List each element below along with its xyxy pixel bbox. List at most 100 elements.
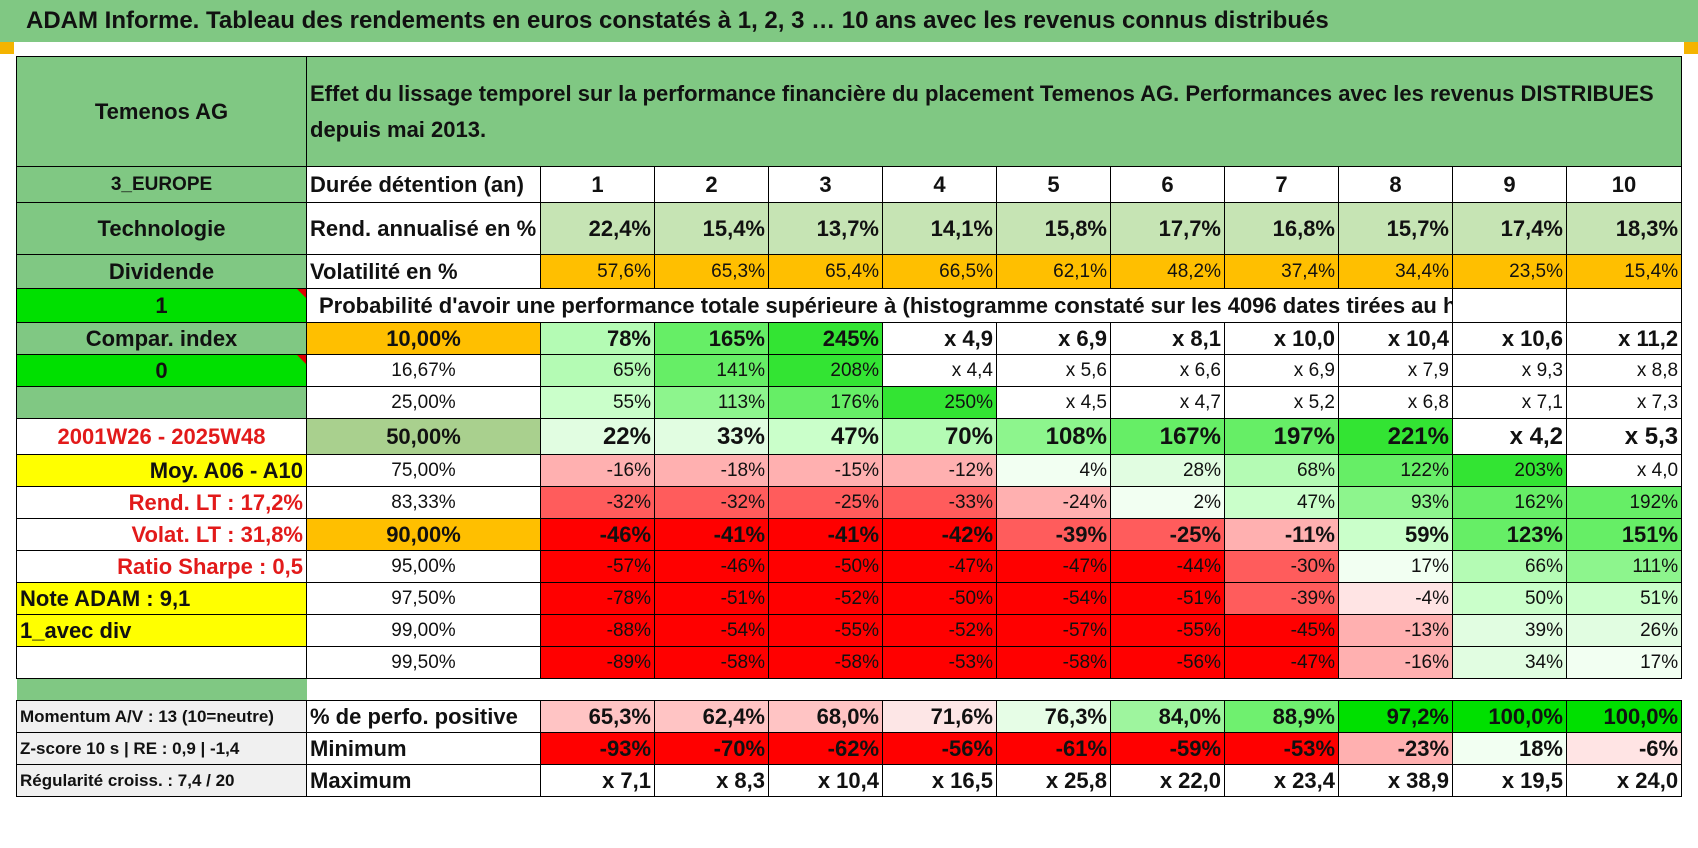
table-row: Momentum A/V : 13 (10=neutre)% de perfo.… [16,700,1683,733]
row-side-label: Ratio Sharpe : 0,5 [16,550,307,583]
row-label: 10,00% [306,322,541,355]
value-cell: 59% [1338,518,1453,551]
value-cell: 62,4% [654,700,769,733]
value-cell: x 4,7 [1110,386,1225,419]
value-cell: 48,2% [1110,254,1225,289]
value-cell: 15,4% [654,202,769,255]
value-cell: 47% [768,418,883,455]
row-label: 95,00% [306,550,541,583]
probability-caption: Probabilité d'avoir une performance tota… [306,288,1453,323]
value-cell: x 38,9 [1338,764,1453,797]
value-cell: 17,4% [1452,202,1567,255]
corner-marker-left [0,42,14,54]
value-cell: 122% [1338,454,1453,487]
value-cell: 197% [1224,418,1339,455]
value-cell: 97,2% [1338,700,1453,733]
value-cell: 17% [1565,646,1683,679]
value-cell: 141% [654,354,769,387]
table-row: 0 16,67% 65% 141% 208% x 4,4 x 5,6 x 6,6 x 6,9 x … [16,354,1683,387]
value-cell: -58% [996,646,1111,679]
value-cell: 70% [882,418,997,455]
value-cell: x 24,0 [1565,764,1683,797]
value-cell: 76,3% [996,700,1111,733]
value-cell: -53% [882,646,997,679]
value-cell: x 4,0 [1565,454,1683,487]
value-cell: -58% [654,646,769,679]
row-label: 50,00% [306,418,541,455]
empty-cell [1452,288,1567,323]
duration-header: 10 [1565,166,1683,203]
value-cell: -57% [540,550,655,583]
value-cell: -16% [540,454,655,487]
row-label: 16,67% [306,354,541,387]
value-cell: 18% [1452,732,1567,765]
table-row: 1 Probabilité d'avoir une performance tot… [16,288,1683,323]
value-cell: 65,3% [654,254,769,289]
value-cell: x 4,4 [882,354,997,387]
value-cell: x 10,6 [1452,322,1567,355]
value-cell: 68,0% [768,700,883,733]
value-cell: x 7,1 [1452,386,1567,419]
row-label: 25,00% [306,386,541,419]
value-cell: 57,6% [540,254,655,289]
value-cell: x 11,2 [1565,322,1683,355]
duration-header: 5 [996,166,1111,203]
value-cell: x 19,5 [1452,764,1567,797]
value-cell: -52% [882,614,997,647]
value-cell: 250% [882,386,997,419]
row-side-label: 1_avec div [16,614,307,647]
value-cell: x 4,2 [1452,418,1567,455]
value-cell: 165% [654,322,769,355]
value-cell: 65,3% [540,700,655,733]
table-row: Technologie Rend. annualisé en % 22,4% 15,4… [16,202,1683,255]
value-cell: x 23,4 [1224,764,1339,797]
duration-header: 1 [540,166,655,203]
value-cell: 26% [1565,614,1683,647]
row-label: 75,00% [306,454,541,487]
value-cell: -23% [1338,732,1453,765]
value-cell: -24% [996,486,1111,519]
row-side-label: 0 [16,354,307,387]
value-cell: 208% [768,354,883,387]
value-cell: -62% [768,732,883,765]
value-cell: 123% [1452,518,1567,551]
duration-header: 4 [882,166,997,203]
duration-header: 9 [1452,166,1567,203]
value-cell: -41% [654,518,769,551]
row-side-label: Moy. A06 - A10 [16,454,307,487]
value-cell: 108% [996,418,1111,455]
value-cell: -54% [654,614,769,647]
table-row: Compar. index 10,00% 78% 165% 245% x 4,9 x 6,9… [16,322,1683,355]
value-cell: -12% [882,454,997,487]
row-side-label: 1 [16,288,307,323]
row-label: % de perfo. positive [306,700,541,733]
row-side-label: Technologie [16,202,307,255]
table-row: 99,50% -89% -58% -58% -53% -58% -56% -47% -16% 34… [16,646,1683,679]
value-cell: x 4,9 [882,322,997,355]
row-label: Rend. annualisé en % [306,202,541,255]
value-cell: 55% [540,386,655,419]
value-cell: -6% [1565,732,1683,765]
row-side-label: Note ADAM : 9,1 [16,582,307,615]
value-cell: 100,0% [1452,700,1567,733]
value-cell: 34,4% [1338,254,1453,289]
row-label: Volatilité en % [306,254,541,289]
value-cell: 66,5% [882,254,997,289]
value-cell: -30% [1224,550,1339,583]
table-row: 1_avec div 99,00% -88% -54% -55% -52% -57% -55%… [16,614,1683,647]
value-cell: x 4,5 [996,386,1111,419]
value-cell: -55% [1110,614,1225,647]
table-row: Volat. LT : 31,8% 90,00% -46% -41% -41% -42% -… [16,518,1683,551]
row-side-label: 2001W26 - 2025W48 [16,418,307,455]
value-cell: x 9,3 [1452,354,1567,387]
value-cell: 23,5% [1452,254,1567,289]
value-cell: x 6,9 [996,322,1111,355]
value-cell: 39% [1452,614,1567,647]
row-label: 83,33% [306,486,541,519]
value-cell: -78% [540,582,655,615]
value-cell: 51% [1565,582,1683,615]
value-cell: -4% [1338,582,1453,615]
value-cell: -50% [768,550,883,583]
value-cell: -88% [540,614,655,647]
value-cell: -52% [768,582,883,615]
